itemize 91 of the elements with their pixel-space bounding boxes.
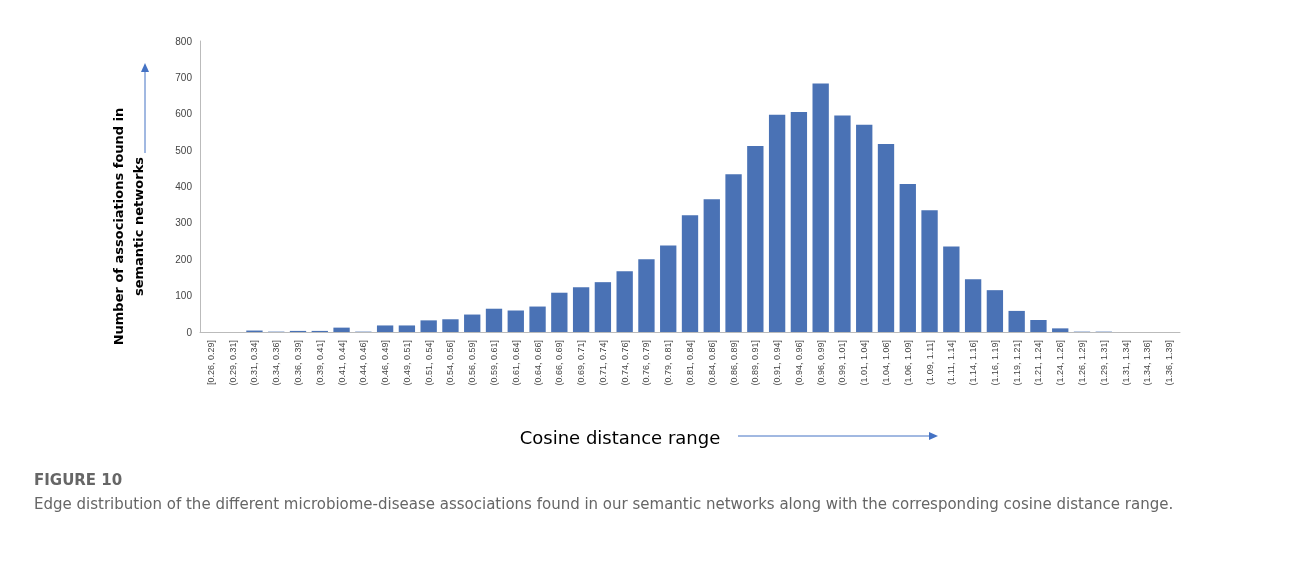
x-tick-label: (0.36, 0.39] xyxy=(293,340,303,386)
bar xyxy=(442,319,459,332)
y-tick-label: 400 xyxy=(175,181,193,192)
x-tick-label: (0.56, 0.59] xyxy=(467,340,478,386)
x-tick-label: (0.64, 0.66] xyxy=(532,340,543,386)
x-tick-label: (0.89, 0.91] xyxy=(750,340,761,386)
text: Edge distribution of the different microbiome-disease associations found in our semantic networks along with the corresponding cosine distance range. xyxy=(34,494,1175,515)
x-tick-label: (0.84, 0.86] xyxy=(706,340,717,386)
x-tick-label: (0.81, 0.84] xyxy=(685,340,695,386)
caption: FIGURE 10 xyxy=(34,471,124,489)
x-tick-label: (1.29, 1.31] xyxy=(1098,340,1109,386)
bar xyxy=(464,314,481,332)
x-tick-label: (0.34, 0.36] xyxy=(271,340,282,386)
bar xyxy=(725,174,742,332)
y-tick-label: 200 xyxy=(175,253,193,265)
bar xyxy=(616,271,633,332)
x-tick-label: (0.46, 0.49] xyxy=(380,340,391,386)
x-tick-label: (1.31, 1.34] xyxy=(1120,340,1131,386)
x-tick-label: (0.79, 0.81] xyxy=(663,340,674,386)
y-tick-label: 100 xyxy=(175,290,193,302)
x-tick-label: (0.54, 0.56] xyxy=(445,340,456,386)
x-tick-label: (0.86, 0.89] xyxy=(728,340,739,386)
bar xyxy=(1030,320,1047,332)
bar xyxy=(507,310,524,332)
x-axis-title: Cosine distance range xyxy=(519,426,721,448)
bar xyxy=(899,183,916,332)
y-tick-label: 800 xyxy=(175,35,193,47)
y-tick-label: 0 xyxy=(186,326,193,338)
x-tick-label: (1.19, 1.21] xyxy=(1011,340,1022,386)
x-tick-label: (0.61, 0.64] xyxy=(510,340,521,386)
bar xyxy=(1008,310,1025,332)
bar xyxy=(1052,328,1069,332)
x-tick-label: (0.51, 0.54] xyxy=(423,340,434,386)
bar xyxy=(485,308,503,332)
bar xyxy=(790,111,808,332)
x-tick-label: (0.41, 0.44] xyxy=(336,340,347,386)
bar xyxy=(398,325,416,332)
x-tick-label: (1.06, 1.09] xyxy=(902,340,913,386)
bar xyxy=(529,306,546,332)
x-tick-label: (1.36, 1.39] xyxy=(1164,340,1175,386)
bar xyxy=(812,83,829,332)
x-tick-label: (0.91, 0.94] xyxy=(772,340,783,386)
bar xyxy=(681,215,699,332)
x-tick-label: [0.26, 0.29] xyxy=(205,340,216,386)
x-tick-label: (0.39, 0.41] xyxy=(314,340,325,386)
bar xyxy=(964,279,982,332)
x-tick-label: (0.69, 0.71] xyxy=(576,340,587,386)
bar xyxy=(877,143,895,332)
x-tick-label: (0.31, 0.34] xyxy=(249,340,260,386)
x-tick-label: (0.74, 0.76] xyxy=(619,340,630,386)
y-axis-title: Number of associations found in semantic networks xyxy=(110,107,146,346)
y-tick-label: 300 xyxy=(175,217,193,229)
x-tick-label: (1.01, 1.04] xyxy=(859,340,870,386)
bar xyxy=(551,292,568,332)
x-tick-label: (1.24, 1.26] xyxy=(1055,340,1066,386)
y-tick-label: 500 xyxy=(175,144,193,156)
x-tick-label: (1.34, 1.36] xyxy=(1142,340,1153,386)
x-tick-label: (0.76, 0.79] xyxy=(641,340,652,386)
bar xyxy=(420,320,437,332)
x-tick-label: (1.09, 1.11] xyxy=(924,340,935,385)
bar xyxy=(834,115,851,332)
bar xyxy=(703,199,720,332)
x-tick-label: (0.71, 0.74] xyxy=(597,340,608,386)
x-tick-label: (0.99, 1.01] xyxy=(837,340,848,386)
y-tick-label: 700 xyxy=(175,71,193,83)
bar xyxy=(768,114,786,332)
bar xyxy=(572,287,590,332)
bar xyxy=(747,146,764,332)
bar xyxy=(333,327,350,332)
x-tick-label: (1.11, 1.14] xyxy=(946,340,957,385)
x-tick-label: (1.14, 1.16] xyxy=(968,340,979,386)
x-tick-label: (0.94, 0.96] xyxy=(793,340,804,386)
x-tick-label: (0.66, 0.69] xyxy=(554,340,565,386)
x-tick-label: (1.16, 1.19] xyxy=(989,340,1000,386)
bar xyxy=(921,210,938,332)
x-tick-label: (0.29, 0.31] xyxy=(227,340,238,386)
x-tick-label: (1.21, 1.24] xyxy=(1033,340,1044,386)
x-tick-label: (1.26, 1.29] xyxy=(1077,340,1087,386)
bar xyxy=(376,325,394,332)
bar xyxy=(638,259,655,332)
x-tick-label: (0.49, 0.51] xyxy=(401,340,412,386)
x-tick-label: (0.59, 0.61] xyxy=(489,340,499,386)
bar xyxy=(943,246,960,332)
bar xyxy=(660,245,677,332)
x-tick-label: (0.44, 0.46] xyxy=(358,340,369,386)
bar xyxy=(856,124,873,332)
y-tick-label: 600 xyxy=(175,108,193,120)
bar xyxy=(594,282,612,332)
x-tick-label: (1.04, 1.06] xyxy=(881,340,891,386)
x-tick-label: (0.96, 0.99] xyxy=(815,340,826,386)
bar xyxy=(986,290,1004,332)
